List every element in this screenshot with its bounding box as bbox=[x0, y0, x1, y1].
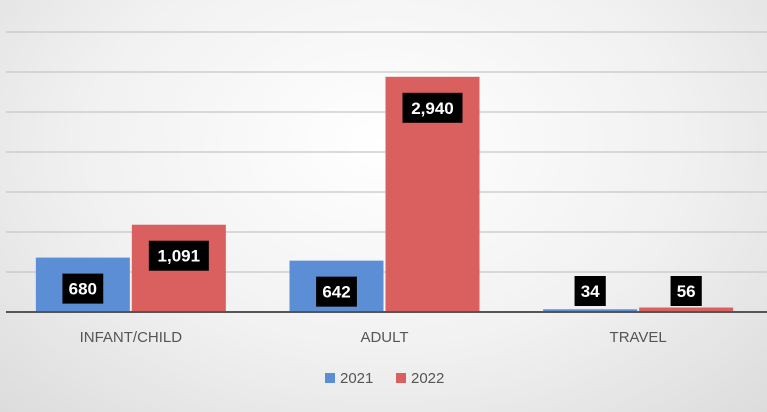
data-label-box bbox=[148, 240, 209, 271]
data-label-box bbox=[574, 276, 606, 306]
legend-swatch bbox=[396, 373, 406, 383]
category-label: INFANT/CHILD bbox=[80, 329, 183, 346]
category-label: TRAVEL bbox=[610, 329, 667, 346]
legend-swatch bbox=[325, 373, 335, 383]
data-label: 34 bbox=[581, 282, 600, 301]
data-label-box bbox=[402, 92, 463, 123]
legend: 2021 2022 bbox=[325, 370, 444, 387]
bar-2022-travel bbox=[639, 307, 734, 312]
category-label: ADULT bbox=[360, 329, 408, 346]
data-label-box bbox=[316, 276, 357, 307]
data-label-box bbox=[62, 273, 104, 304]
data-label: 1,091 bbox=[158, 247, 201, 266]
legend-label: 2021 bbox=[340, 370, 373, 387]
data-labels: 680 1,091 642 2,940 34 56 bbox=[62, 92, 702, 307]
bars bbox=[35, 76, 734, 312]
data-label: 2,940 bbox=[411, 99, 454, 118]
legend-label: 2022 bbox=[411, 370, 444, 387]
data-label: 56 bbox=[677, 282, 696, 301]
data-label: 642 bbox=[322, 283, 350, 302]
category-labels: INFANT/CHILD ADULT TRAVEL bbox=[80, 329, 667, 346]
data-label: 680 bbox=[69, 280, 97, 299]
data-label-box bbox=[670, 276, 702, 306]
bar-2021-travel bbox=[543, 309, 638, 312]
